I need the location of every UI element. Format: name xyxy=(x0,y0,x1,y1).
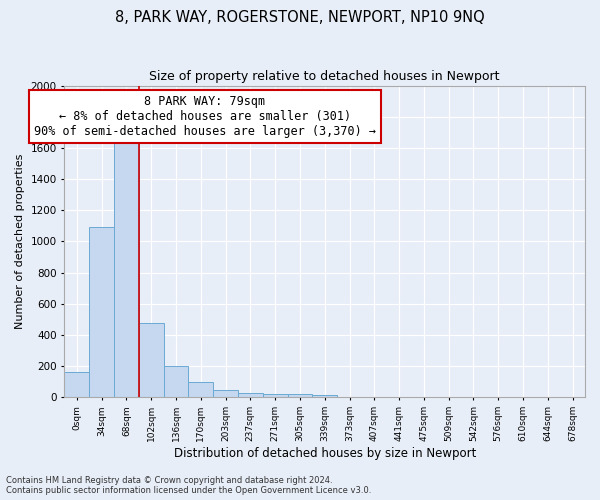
Bar xyxy=(89,226,114,398)
Title: Size of property relative to detached houses in Newport: Size of property relative to detached ho… xyxy=(149,70,500,83)
Bar xyxy=(337,396,362,398)
Bar xyxy=(188,382,213,398)
Text: Contains HM Land Registry data © Crown copyright and database right 2024.
Contai: Contains HM Land Registry data © Crown c… xyxy=(6,476,371,495)
Y-axis label: Number of detached properties: Number of detached properties xyxy=(15,154,25,329)
Bar xyxy=(238,393,263,398)
Bar xyxy=(164,366,188,398)
Bar xyxy=(313,395,337,398)
Text: 8, PARK WAY, ROGERSTONE, NEWPORT, NP10 9NQ: 8, PARK WAY, ROGERSTONE, NEWPORT, NP10 9… xyxy=(115,10,485,25)
Bar xyxy=(64,372,89,398)
Bar xyxy=(287,394,313,398)
Bar xyxy=(139,322,164,398)
Bar xyxy=(362,396,386,398)
Bar xyxy=(213,390,238,398)
Bar xyxy=(114,142,139,398)
Bar xyxy=(263,394,287,398)
X-axis label: Distribution of detached houses by size in Newport: Distribution of detached houses by size … xyxy=(173,447,476,460)
Text: 8 PARK WAY: 79sqm
← 8% of detached houses are smaller (301)
90% of semi-detached: 8 PARK WAY: 79sqm ← 8% of detached house… xyxy=(34,95,376,138)
